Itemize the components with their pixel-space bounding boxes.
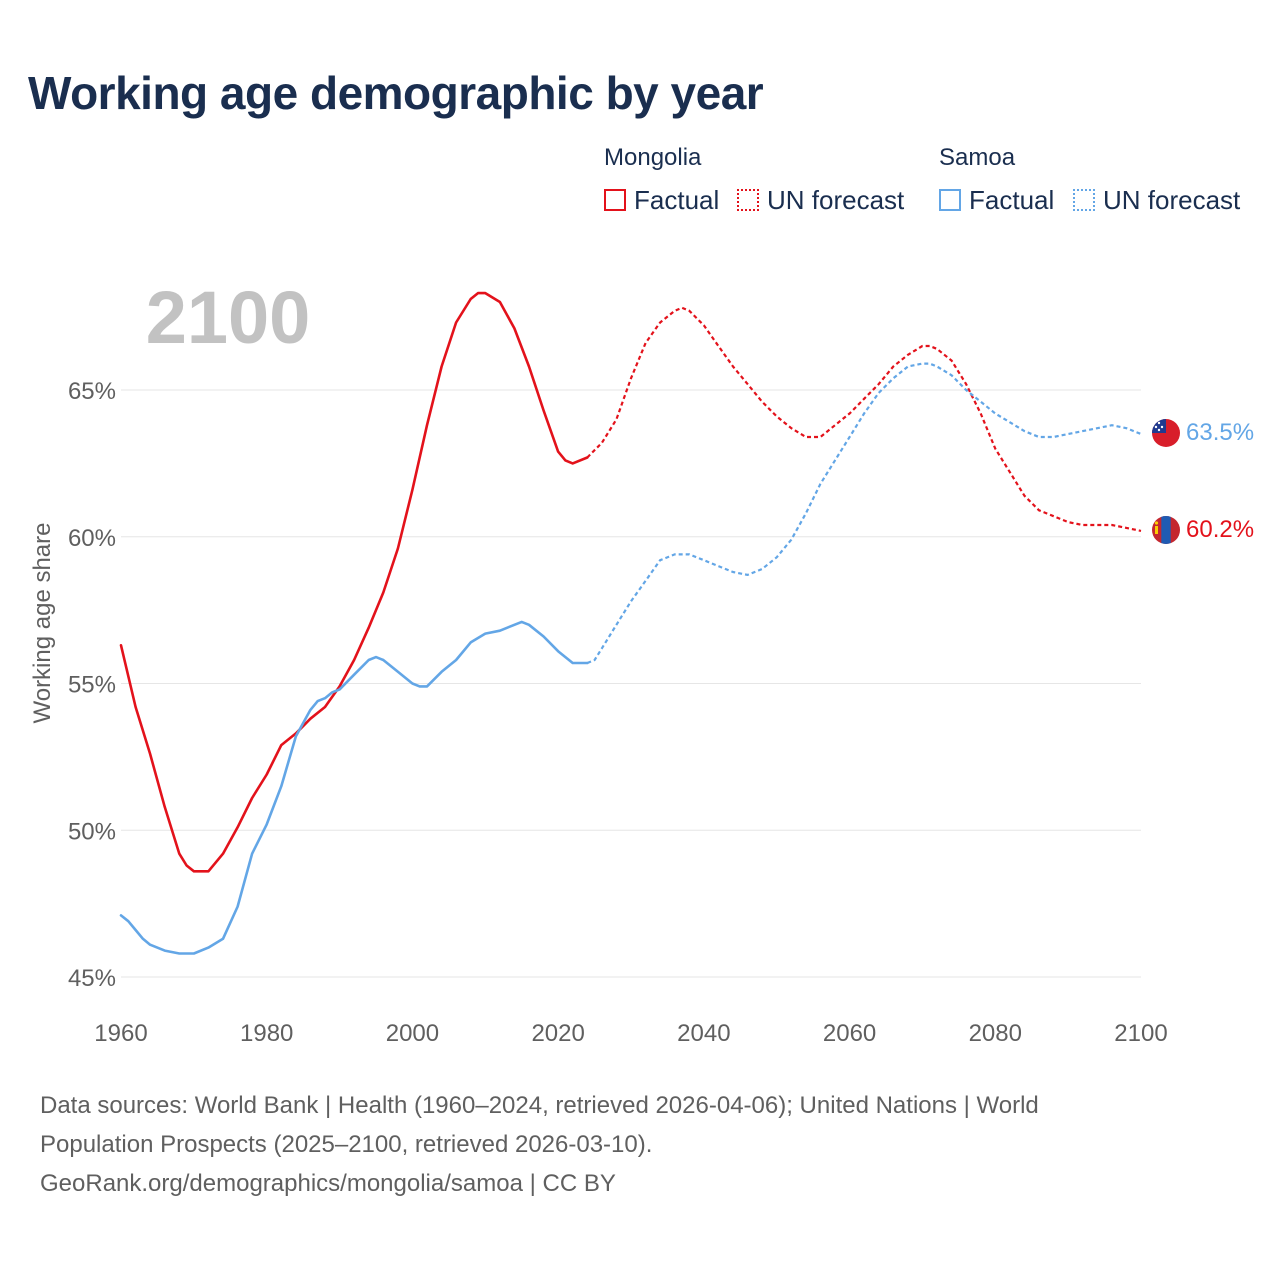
samoa-factual-line <box>119 620 589 955</box>
legend-mongolia-forecast[interactable]: UN forecast <box>737 184 904 216</box>
x-tick-label: 2100 <box>1114 1020 1167 1047</box>
legend-mongolia-heading: Mongolia <box>604 144 702 171</box>
legend-samoa-factual[interactable]: Factual <box>939 184 1054 216</box>
samoa-end-value-label: 63.5% <box>1186 419 1254 446</box>
samoa-forecast-line <box>586 362 1142 665</box>
y-tick-label: 60% <box>68 525 116 552</box>
footer-line-1: Data sources: World Bank | Health (1960–… <box>40 1092 1039 1119</box>
footer-line-3: GeoRank.org/demographics/mongolia/samoa … <box>40 1170 616 1197</box>
mongolia-factual-line <box>119 291 589 873</box>
samoa-flag-icon <box>1152 419 1180 447</box>
legend-samoa-forecast[interactable]: UN forecast <box>1073 184 1240 216</box>
legend-swatch-dotted-blue <box>1073 189 1095 211</box>
y-tick-label: 65% <box>68 378 116 405</box>
line-chart: 2100 45% 50% 55% 60% 65% 1960 1980 2000 2020 204… <box>29 276 1254 1047</box>
legend-swatch-solid-red <box>604 189 626 211</box>
grid-lines <box>121 389 1141 978</box>
x-tick-label: 2000 <box>386 1020 439 1047</box>
series-lines <box>119 291 1142 955</box>
mongolia-flag-icon <box>1152 516 1180 544</box>
legend-samoa-factual-label: Factual <box>969 184 1055 215</box>
legend-mongolia-factual[interactable]: Factual <box>604 184 719 216</box>
mongolia-end-value-label: 60.2% <box>1186 516 1254 543</box>
legend-swatch-dotted-red <box>737 189 759 211</box>
legend-samoa-forecast-label: UN forecast <box>1103 184 1241 215</box>
legend-mongolia-forecast-label: UN forecast <box>767 184 905 215</box>
y-tick-label: 45% <box>68 965 116 992</box>
x-tick-label: 2020 <box>531 1020 584 1047</box>
x-tick-label: 2040 <box>677 1020 730 1047</box>
footer-sources: Data sources: World Bank | Health (1960–… <box>40 1086 1240 1203</box>
x-axis-ticks: 1960 1980 2000 2020 2040 2060 2080 2100 <box>94 1020 1167 1047</box>
mongolia-forecast-line <box>586 306 1142 532</box>
x-tick-label: 1980 <box>240 1020 293 1047</box>
chart-title: Working age demographic by year <box>28 67 764 119</box>
y-tick-label: 55% <box>68 672 116 699</box>
legend-samoa-heading: Samoa <box>939 144 1016 171</box>
legend-mongolia-factual-label: Factual <box>634 184 720 215</box>
footer-line-2: Population Prospects (2025–2100, retriev… <box>40 1131 653 1158</box>
x-tick-label: 2060 <box>823 1020 876 1047</box>
year-watermark: 2100 <box>146 276 311 359</box>
y-axis-ticks: 45% 50% 55% 60% 65% <box>68 378 116 992</box>
legend-swatch-solid-blue <box>939 189 961 211</box>
x-tick-label: 2080 <box>969 1020 1022 1047</box>
y-tick-label: 50% <box>68 818 116 845</box>
x-tick-label: 1960 <box>94 1020 147 1047</box>
y-axis-label: Working age share <box>29 523 56 724</box>
